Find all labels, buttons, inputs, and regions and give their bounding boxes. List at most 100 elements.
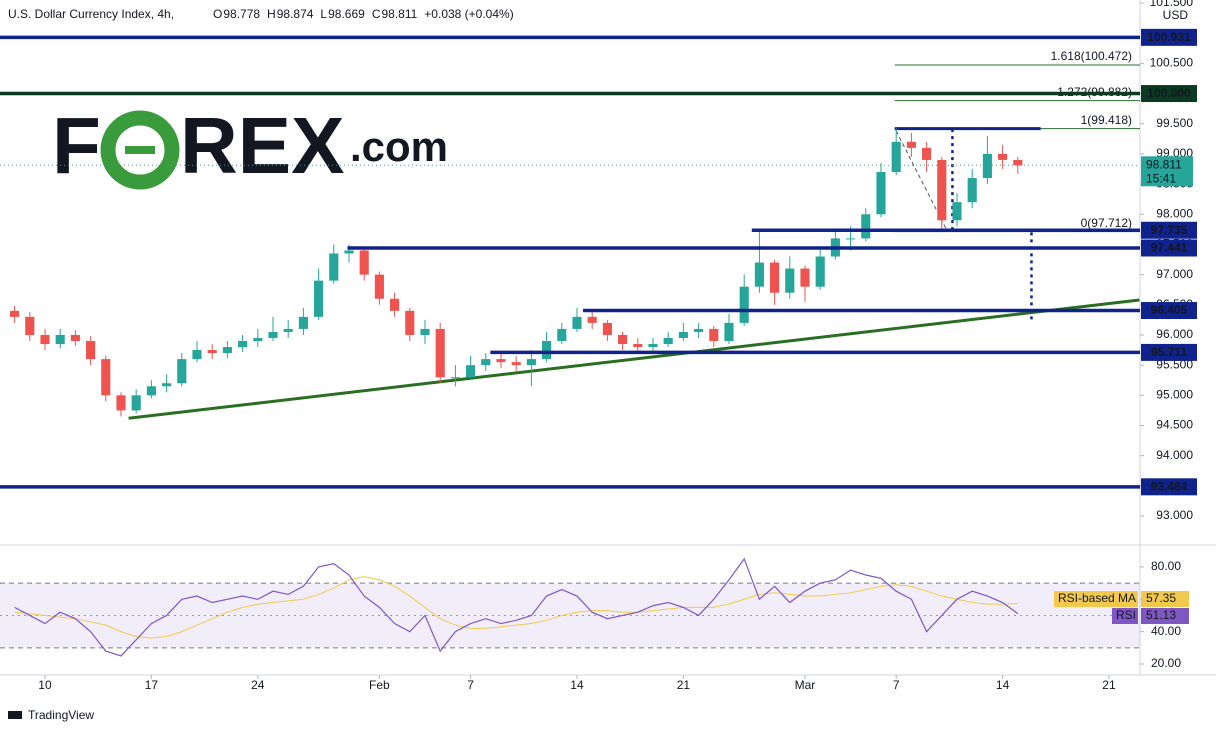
y-tick-label: 93.000 [1156, 508, 1193, 522]
candle-body [967, 178, 977, 203]
logo-o [100, 110, 180, 190]
candle-body [314, 280, 324, 317]
currency-bg [1156, 8, 1192, 24]
candle-body [405, 310, 415, 335]
currency-label: USD [1163, 8, 1189, 22]
candle-body [678, 331, 688, 338]
candle-body [952, 202, 962, 221]
candle-body [390, 298, 400, 311]
candle-body [146, 386, 156, 396]
candle-body [283, 328, 293, 332]
ohlc-value: 98.874 [277, 7, 314, 21]
candle-body [70, 334, 80, 342]
candle-body [709, 328, 719, 342]
legend-value: 51.13 [1146, 608, 1176, 622]
level-label-bg [1141, 239, 1197, 257]
y-tick-label: 98.000 [1156, 206, 1193, 220]
candle-body [633, 344, 643, 348]
logo-text: REX [180, 101, 345, 190]
candle-body [602, 322, 612, 335]
y-tick-label: 100.500 [1150, 56, 1194, 70]
candle-body [253, 337, 263, 342]
legend-name: RSI-based MA [1058, 591, 1136, 605]
fib-label: 1.618(100.472) [1051, 49, 1132, 63]
candle-body [268, 331, 278, 338]
candle-body [222, 347, 232, 354]
countdown-label: 15:41 [1146, 171, 1176, 185]
candle-body [344, 250, 354, 254]
candle-body [982, 153, 992, 179]
ohlc-value: 98.811 [381, 7, 417, 21]
candle-body [298, 316, 308, 329]
candle-body [329, 253, 339, 281]
candle-body [192, 350, 202, 360]
candle-body [481, 359, 491, 366]
candle-body [435, 328, 445, 378]
header-bg [0, 5, 510, 25]
candle-body [694, 328, 704, 332]
candle-body [815, 256, 825, 287]
last-price-label: 98.811 [1146, 157, 1182, 171]
x-tick-label: 17 [145, 678, 159, 692]
y-tick-label: 94.000 [1156, 448, 1193, 462]
ohlc-letter: O [213, 7, 222, 21]
candle-body [846, 238, 856, 240]
x-tick-label: 14 [570, 678, 584, 692]
candle-body [785, 268, 795, 293]
candle-body [238, 341, 248, 348]
candle-body [876, 172, 886, 215]
legend-name-bg [1111, 608, 1138, 624]
level-label-bg [1141, 302, 1197, 320]
x-tick-label: 7 [467, 678, 474, 692]
y-tick-label: 20.00 [1151, 656, 1181, 670]
candle-body [55, 334, 65, 345]
candle-body [724, 322, 734, 342]
y-tick-label: 40.00 [1151, 624, 1181, 638]
legend-value-bg [1141, 608, 1189, 624]
y-tick-label: 96.000 [1156, 327, 1193, 341]
last-price-bg [1141, 156, 1193, 187]
candle-body [770, 262, 780, 293]
candle-body [587, 316, 597, 323]
trendline [128, 298, 1140, 420]
brand-icon [8, 711, 22, 719]
level-label: 100.931 [1147, 30, 1191, 44]
candle-body [739, 286, 749, 323]
candle-body [25, 316, 35, 335]
ohlc-value: 98.778 [223, 7, 260, 21]
y-tick-label: 80.00 [1151, 559, 1181, 573]
candle-body [420, 328, 430, 335]
legend-name: RSI [1116, 608, 1136, 622]
candle-body [116, 395, 126, 411]
candle-body [207, 350, 217, 354]
candle-body [1013, 159, 1023, 166]
y-tick-label: 94.500 [1156, 418, 1193, 432]
legend-value: 57.35 [1146, 591, 1176, 605]
candle-body [542, 341, 552, 360]
x-tick-label: Mar [795, 678, 816, 692]
x-tick-label: 21 [1102, 678, 1116, 692]
rsi-line [14, 576, 1018, 639]
candle-body [754, 262, 764, 287]
candle-body [162, 383, 172, 387]
candle-body [557, 328, 567, 342]
x-tick-label: 7 [893, 678, 900, 692]
candle-body [526, 359, 536, 366]
candle-body [496, 359, 506, 363]
x-tick-label: 21 [677, 678, 691, 692]
candle-body [800, 268, 810, 287]
fib-label: 0(97.712) [1081, 216, 1132, 230]
x-tick-label: 14 [996, 678, 1010, 692]
fib-label: 1(99.418) [1081, 113, 1132, 127]
level-label-bg [1141, 221, 1197, 239]
level-label: 96.405 [1151, 303, 1188, 317]
candle-body [663, 337, 673, 345]
y-tick-label: 101.500 [1150, 0, 1194, 9]
candle-body [40, 334, 50, 345]
candle-body [86, 341, 96, 360]
legend-value-bg [1141, 591, 1189, 607]
level-label-bg [1141, 478, 1197, 496]
price-change: +0.038 (+0.04%) [424, 7, 513, 21]
